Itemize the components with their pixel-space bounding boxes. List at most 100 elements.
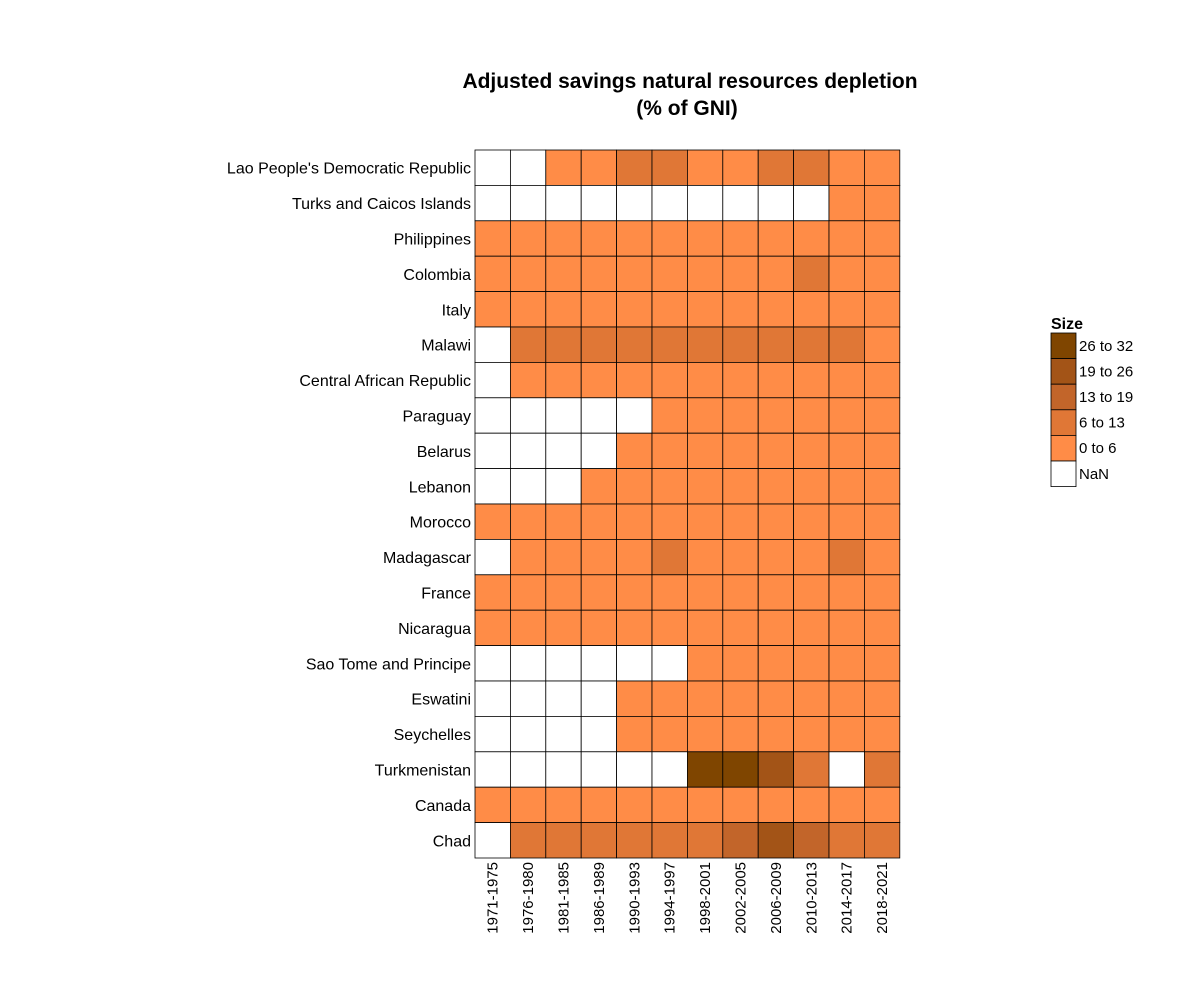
heatmap-cell-sao-tome-and-principe-2006-2009 [757, 645, 795, 682]
heatmap-cell-france-1998-2001 [687, 574, 724, 611]
heatmap-cell-chad-2006-2009 [757, 822, 795, 859]
heatmap-cell-paraguay-2014-2017 [828, 397, 865, 434]
heatmap-cell-nicaragua-2002-2005 [722, 609, 759, 647]
heatmap-cell-eswatini-2002-2005 [722, 680, 759, 717]
heatmap-cell-lao-people-s-democratic-republic-1990-1993 [616, 149, 653, 186]
heatmap-cell-lebanon-2010-2013 [793, 468, 830, 505]
chart-subtitle: (% of GNI) [636, 97, 737, 120]
column-label-2006-2009: 2006-2009 [768, 862, 785, 934]
row-label-madagascar: Madagascar [383, 550, 472, 567]
heatmap-cell-malawi-1981-1985 [545, 326, 582, 363]
heatmap-cell-eswatini-2006-2009 [757, 680, 795, 717]
heatmap-cell-seychelles-1986-1989 [580, 716, 618, 753]
heatmap-cell-nicaragua-1994-1997 [651, 609, 688, 647]
heatmap-cell-lebanon-1971-1975 [474, 468, 511, 505]
heatmap-cell-lebanon-1998-2001 [687, 468, 724, 505]
heatmap-cell-turkmenistan-1998-2001 [687, 751, 724, 788]
row-label-turks-and-caicos-islands: Turks and Caicos Islands [292, 196, 471, 213]
column-label-1981-1985: 1981-1985 [556, 862, 573, 934]
heatmap-cell-france-1981-1985 [545, 574, 582, 611]
heatmap-cell-nicaragua-1998-2001 [687, 609, 724, 647]
heatmap-cell-sao-tome-and-principe-2010-2013 [793, 645, 830, 682]
heatmap-cell-central-african-republic-1976-1980 [509, 361, 547, 399]
heatmap-cell-belarus-2018-2021 [864, 432, 901, 470]
column-label-2010-2013: 2010-2013 [803, 862, 820, 934]
heatmap-cell-turks-and-caicos-islands-2002-2005 [722, 184, 759, 222]
heatmap-cell-belarus-1986-1989 [580, 432, 618, 470]
heatmap-cell-paraguay-1971-1975 [474, 397, 511, 434]
heatmap-cell-france-2010-2013 [793, 574, 830, 611]
heatmap-cell-turkmenistan-1990-1993 [616, 751, 653, 788]
heatmap-cell-sao-tome-and-principe-1998-2001 [687, 645, 724, 682]
heatmap-cell-italy-1971-1975 [474, 291, 511, 328]
heatmap-cell-eswatini-1981-1985 [545, 680, 582, 717]
heatmap-cell-belarus-1976-1980 [509, 432, 547, 470]
heatmap-cell-philippines-2018-2021 [864, 220, 901, 257]
heatmap-cell-nicaragua-1990-1993 [616, 609, 653, 647]
column-label-2002-2005: 2002-2005 [733, 862, 750, 934]
heatmap-cell-canada-2010-2013 [793, 786, 830, 824]
heatmap-cell-central-african-republic-2014-2017 [828, 361, 865, 399]
row-label-chad: Chad [433, 833, 471, 850]
heatmap-cell-colombia-2014-2017 [828, 255, 865, 293]
heatmap-cell-central-african-republic-1998-2001 [687, 361, 724, 399]
heatmap-cell-belarus-1994-1997 [651, 432, 688, 470]
heatmap-cell-malawi-1986-1989 [580, 326, 618, 363]
row-label-sao-tome-and-principe: Sao Tome and Principe [306, 656, 471, 673]
heatmap-cell-chad-1971-1975 [474, 822, 511, 859]
heatmap-cell-malawi-2014-2017 [828, 326, 865, 363]
row-label-lao-people-s-democratic-republic: Lao People's Democratic Republic [227, 161, 471, 178]
heatmap-cell-chad-1994-1997 [651, 822, 688, 859]
heatmap-cell-morocco-1971-1975 [474, 503, 511, 540]
heatmap-cell-colombia-2010-2013 [793, 255, 830, 293]
heatmap-cell-turks-and-caicos-islands-2006-2009 [757, 184, 795, 222]
heatmap-cell-morocco-2006-2009 [757, 503, 795, 540]
heatmap-cell-turks-and-caicos-islands-2014-2017 [828, 184, 865, 222]
legend-label-0-to-6: 0 to 6 [1079, 440, 1117, 457]
legend: Size 26 to 32 19 to 26 13 to 19 6 to 13 0 to… [1050, 316, 1133, 488]
heatmap-cell-lao-people-s-democratic-republic-2002-2005 [722, 149, 759, 186]
heatmap-cell-morocco-1998-2001 [687, 503, 724, 540]
heatmap-cell-turks-and-caicos-islands-1981-1985 [545, 184, 582, 222]
heatmap-cell-madagascar-2018-2021 [864, 539, 901, 576]
heatmap-cell-seychelles-1981-1985 [545, 716, 582, 753]
heatmap-cell-colombia-1990-1993 [616, 255, 653, 293]
heatmap-cell-italy-2010-2013 [793, 291, 830, 328]
column-labels: 1971-1975 1976-1980 1981-1985 1986-1989 1990… [485, 862, 891, 934]
heatmap-cell-madagascar-1986-1989 [580, 539, 618, 576]
column-label-2014-2017: 2014-2017 [839, 862, 856, 934]
heatmap-cell-madagascar-1990-1993 [616, 539, 653, 576]
heatmap-cell-turkmenistan-1981-1985 [545, 751, 582, 788]
row-label-france: France [421, 586, 471, 603]
heatmap-cell-canada-1990-1993 [616, 786, 653, 824]
heatmap-cell-lao-people-s-democratic-republic-2010-2013 [793, 149, 830, 186]
heatmap-cell-turks-and-caicos-islands-1976-1980 [509, 184, 547, 222]
heatmap-cell-madagascar-1976-1980 [509, 539, 547, 576]
legend-swatch-0-to-6 [1050, 434, 1077, 462]
heatmap-cell-italy-2006-2009 [757, 291, 795, 328]
heatmap-cell-italy-1986-1989 [580, 291, 618, 328]
heatmap-cell-turkmenistan-1986-1989 [580, 751, 618, 788]
heatmap-cell-nicaragua-1986-1989 [580, 609, 618, 647]
row-label-central-african-republic: Central African Republic [299, 373, 471, 390]
heatmap-cell-sao-tome-and-principe-1986-1989 [580, 645, 618, 682]
heatmap-cell-lao-people-s-democratic-republic-2006-2009 [757, 149, 795, 186]
heatmap-cell-central-african-republic-1981-1985 [545, 361, 582, 399]
heatmap-cell-chad-2018-2021 [864, 822, 901, 859]
heatmap-cell-france-2006-2009 [757, 574, 795, 611]
column-label-1976-1980: 1976-1980 [520, 862, 537, 934]
heatmap-cell-turkmenistan-2006-2009 [757, 751, 795, 788]
heatmap-cell-chad-1990-1993 [616, 822, 653, 859]
heatmap-cell-central-african-republic-1986-1989 [580, 361, 618, 399]
row-label-philippines: Philippines [394, 232, 471, 249]
heatmap-cell-france-1971-1975 [474, 574, 511, 611]
heatmap-cell-central-african-republic-2018-2021 [864, 361, 901, 399]
heatmap-cell-central-african-republic-1994-1997 [651, 361, 688, 399]
heatmap-cell-turkmenistan-2014-2017 [828, 751, 865, 788]
row-label-malawi: Malawi [421, 338, 471, 355]
heatmap-cell-chad-1981-1985 [545, 822, 582, 859]
heatmap-cell-eswatini-1998-2001 [687, 680, 724, 717]
heatmap-cell-philippines-2006-2009 [757, 220, 795, 257]
heatmap-cell-malawi-2010-2013 [793, 326, 830, 363]
